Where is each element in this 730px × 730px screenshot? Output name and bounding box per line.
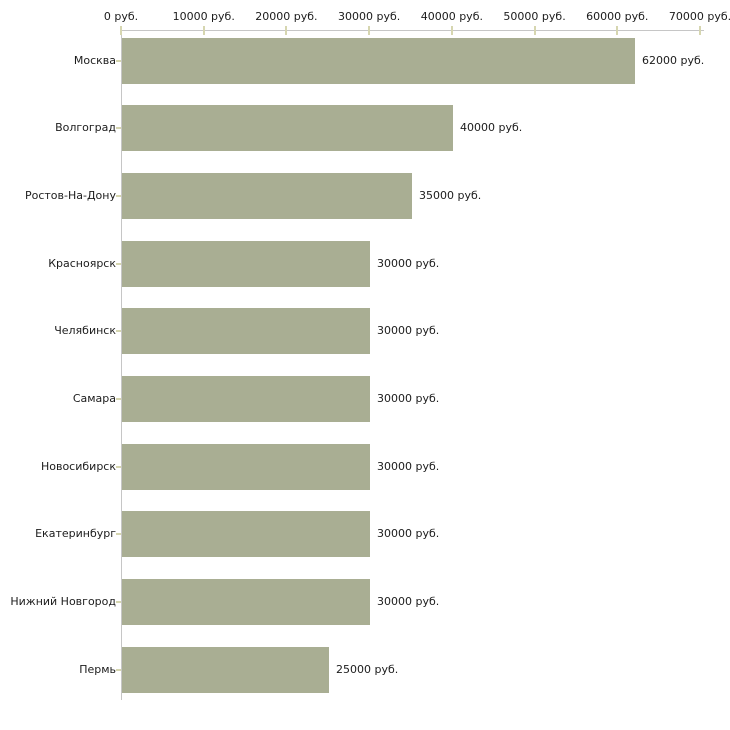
x-tick-label: 10000 руб. xyxy=(172,10,235,23)
category-tick-mark xyxy=(116,668,121,671)
value-label: 35000 руб. xyxy=(419,188,482,202)
bar xyxy=(122,579,370,626)
x-tick-mark xyxy=(285,26,288,35)
bar xyxy=(122,443,370,490)
x-tick-label: 70000 руб. xyxy=(668,10,730,23)
value-label: 40000 руб. xyxy=(460,121,523,135)
x-tick-label: 40000 руб. xyxy=(420,10,483,23)
category-label: Екатеринбург xyxy=(35,527,116,541)
bar xyxy=(122,376,370,422)
category-tick-mark xyxy=(116,127,121,130)
bar xyxy=(122,172,412,219)
value-label: 30000 руб. xyxy=(377,324,440,338)
x-tick-mark xyxy=(368,26,371,35)
x-tick-mark xyxy=(699,26,701,35)
value-label: 30000 руб. xyxy=(377,392,440,405)
bar xyxy=(122,308,370,355)
value-label: 30000 руб. xyxy=(377,595,440,609)
value-label: 30000 руб. xyxy=(377,527,440,541)
x-tick-label: 30000 руб. xyxy=(338,10,401,23)
category-label: Волгоград xyxy=(55,121,116,135)
bar xyxy=(122,37,635,84)
x-axis-line xyxy=(121,30,704,31)
category-label: Челябинск xyxy=(54,324,116,338)
x-tick-mark xyxy=(450,26,453,35)
category-tick-mark xyxy=(116,194,121,197)
category-label: Самара xyxy=(72,392,116,405)
x-tick-mark xyxy=(120,26,122,35)
category-tick-mark xyxy=(116,398,121,400)
category-label: Москва xyxy=(73,53,116,67)
category-label: Красноярск xyxy=(48,256,116,270)
bar xyxy=(122,646,329,693)
x-tick-label: 60000 руб. xyxy=(586,10,649,23)
x-tick-mark xyxy=(202,26,205,35)
category-label: Нижний Новгород xyxy=(10,595,116,609)
value-label: 30000 руб. xyxy=(377,459,440,473)
category-tick-mark xyxy=(116,262,121,265)
category-tick-mark xyxy=(116,330,121,333)
bar xyxy=(122,240,370,287)
category-label: Новосибирск xyxy=(40,459,116,473)
bar xyxy=(122,105,453,152)
x-tick-label: 0 руб. xyxy=(103,10,139,23)
category-tick-mark xyxy=(116,601,121,604)
category-label: Ростов-На-Дону xyxy=(24,188,116,202)
category-tick-mark xyxy=(116,465,121,468)
category-tick-mark xyxy=(116,533,121,536)
x-tick-label: 50000 руб. xyxy=(503,10,566,23)
value-label: 30000 руб. xyxy=(377,256,440,270)
category-label: Пермь xyxy=(79,662,116,676)
x-tick-mark xyxy=(533,26,536,35)
bar xyxy=(122,511,370,558)
category-tick-mark xyxy=(116,59,121,62)
value-label: 62000 руб. xyxy=(642,53,705,67)
y-axis-line xyxy=(121,30,122,700)
value-label: 25000 руб. xyxy=(336,662,399,676)
x-tick-mark xyxy=(616,26,619,35)
x-tick-label: 20000 руб. xyxy=(255,10,318,23)
